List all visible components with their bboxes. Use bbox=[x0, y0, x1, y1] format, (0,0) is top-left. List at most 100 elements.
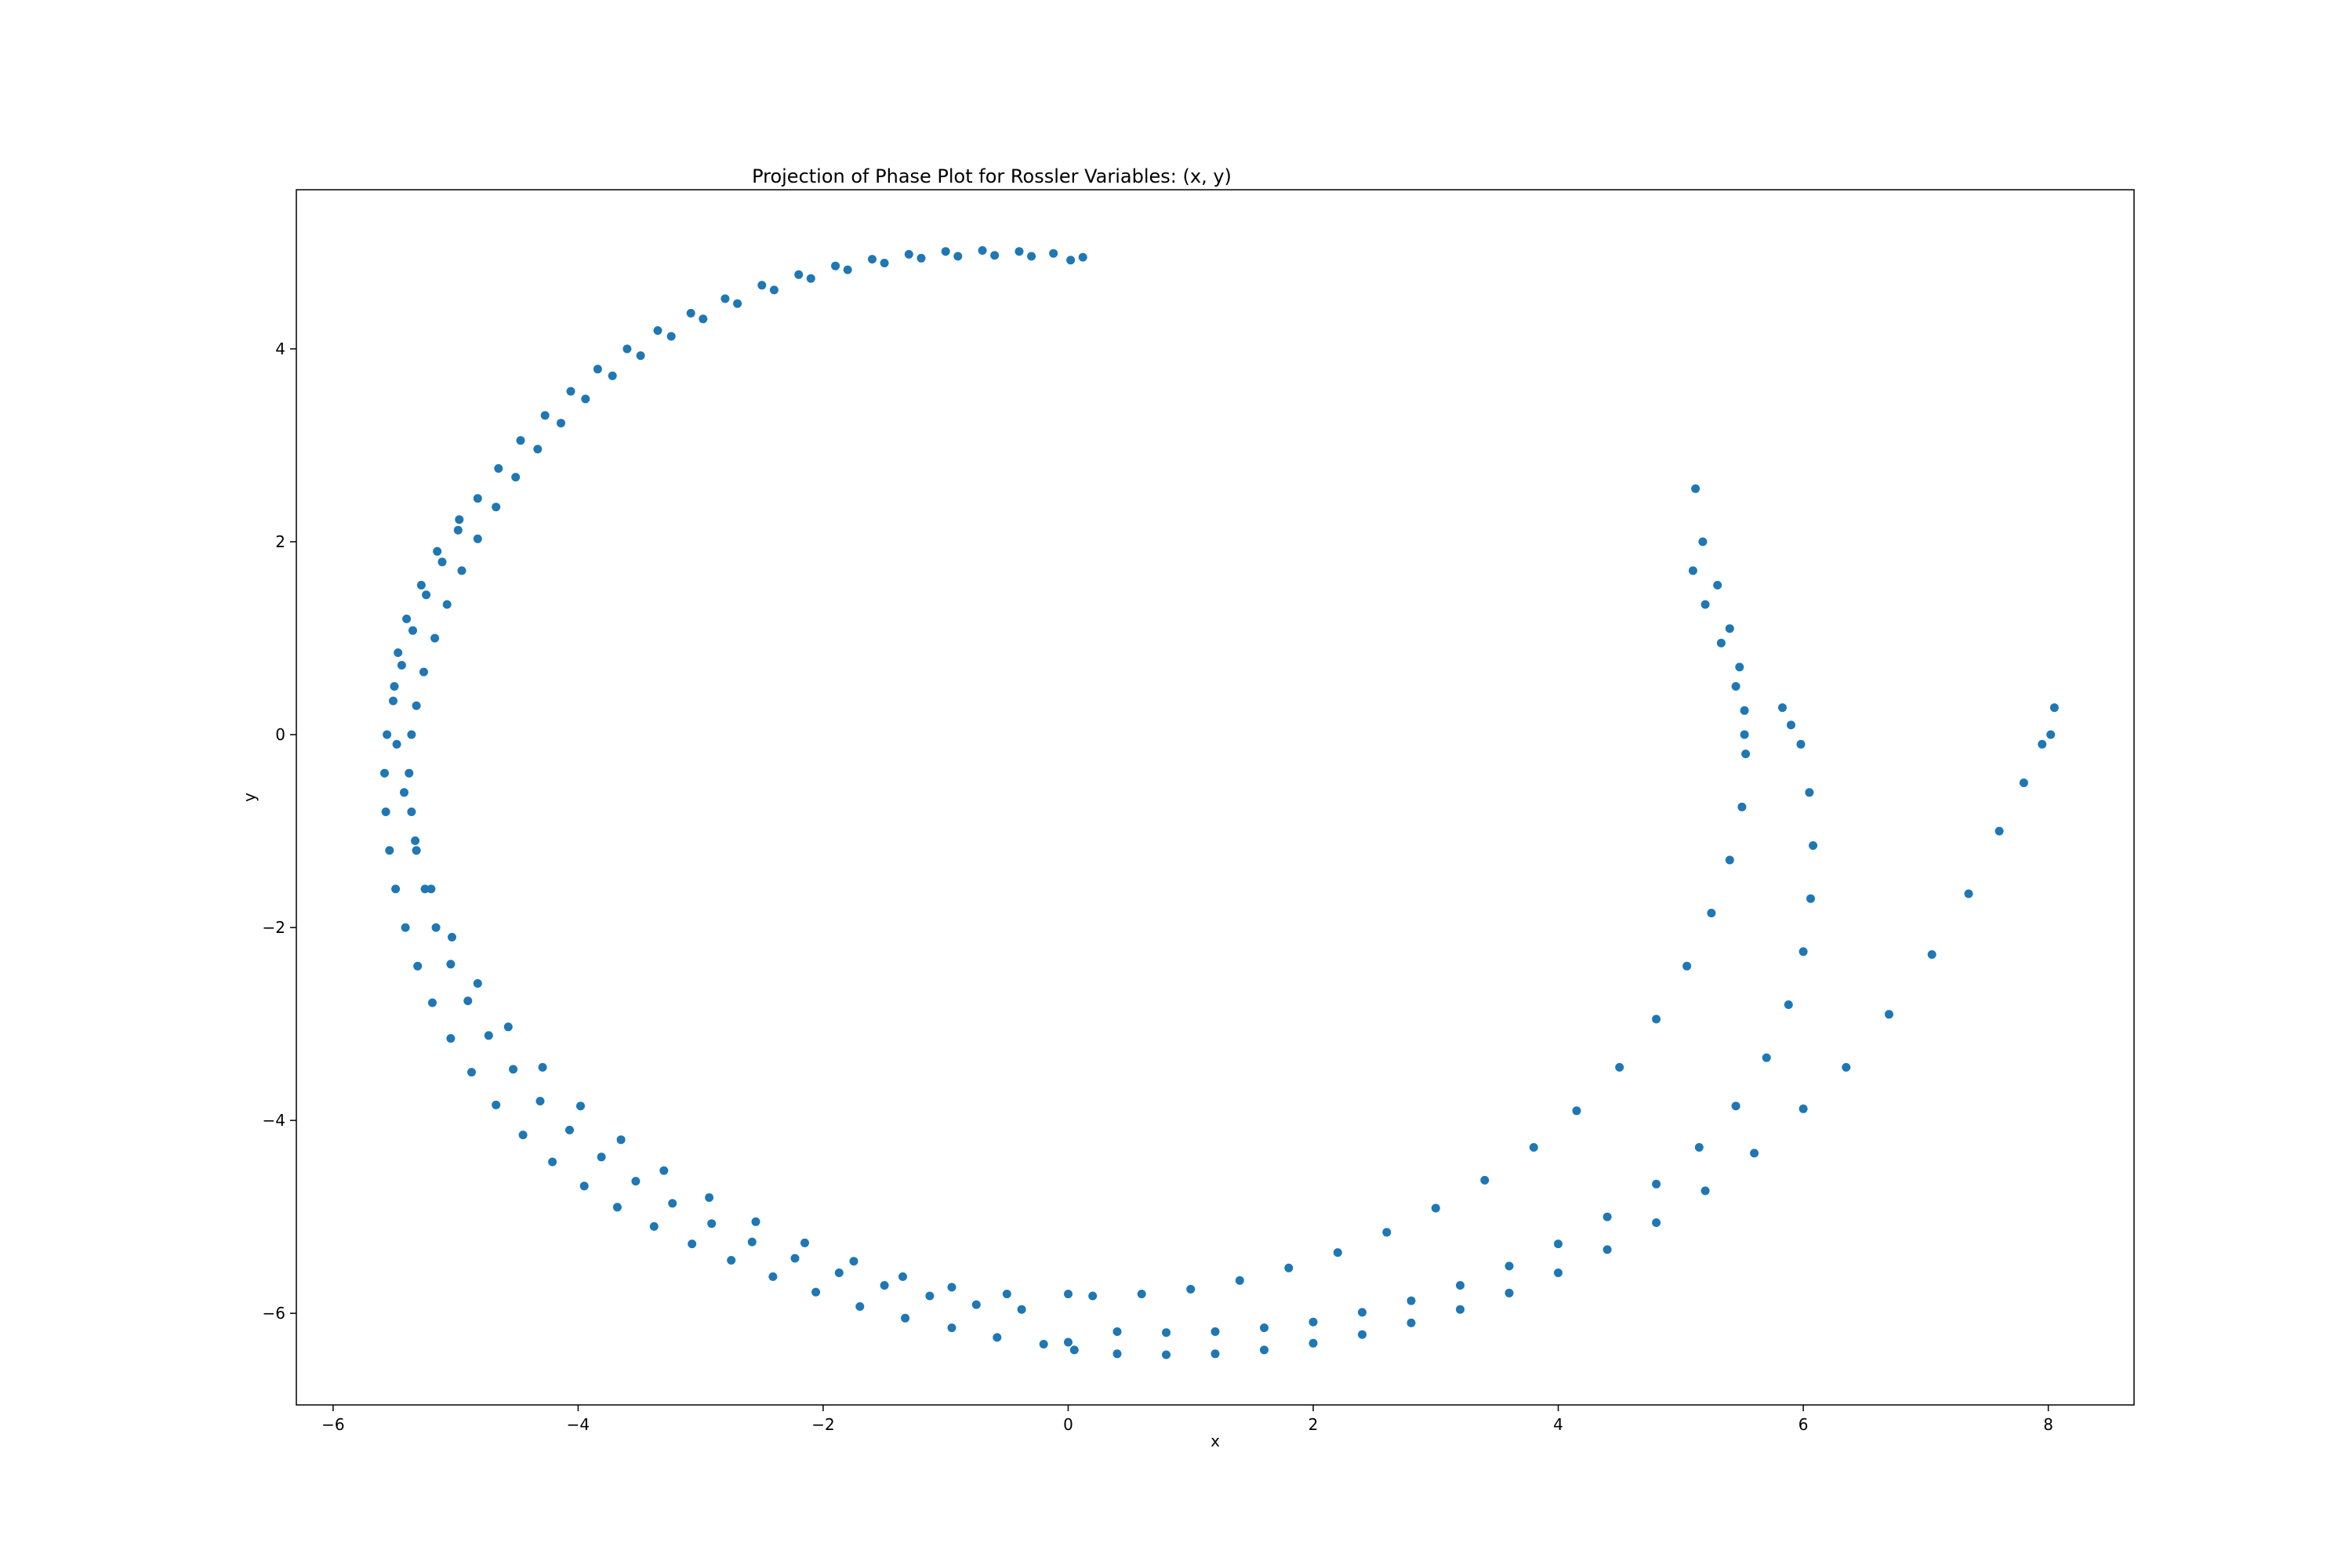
data-point bbox=[576, 1102, 585, 1111]
data-point bbox=[925, 1291, 935, 1301]
y-axis-label: y bbox=[240, 793, 259, 802]
data-point bbox=[1235, 1276, 1244, 1285]
data-point bbox=[1994, 826, 2004, 836]
data-point bbox=[593, 365, 602, 374]
data-point bbox=[492, 503, 501, 512]
data-point bbox=[581, 394, 590, 404]
data-point bbox=[389, 696, 397, 706]
data-point bbox=[794, 270, 804, 279]
y-tick-label: −4 bbox=[263, 1111, 285, 1130]
data-point bbox=[597, 1152, 606, 1162]
data-point bbox=[790, 1254, 800, 1263]
data-point bbox=[1842, 1062, 1851, 1072]
data-point bbox=[457, 566, 466, 575]
data-point bbox=[1713, 580, 1722, 590]
data-point bbox=[405, 768, 414, 778]
data-point bbox=[947, 1283, 956, 1292]
data-point bbox=[1002, 1290, 1011, 1298]
data-point bbox=[566, 387, 575, 396]
data-point bbox=[1700, 1186, 1710, 1196]
data-point bbox=[390, 682, 399, 691]
data-point bbox=[1762, 1053, 1771, 1062]
data-point bbox=[880, 1281, 889, 1290]
data-point bbox=[800, 1238, 809, 1247]
data-point bbox=[402, 614, 412, 623]
data-point bbox=[993, 1333, 1002, 1342]
data-point bbox=[535, 1097, 545, 1105]
data-point bbox=[407, 808, 416, 816]
data-point bbox=[1554, 1240, 1563, 1249]
data-point bbox=[1112, 1327, 1122, 1336]
data-point bbox=[2038, 739, 2047, 749]
data-point bbox=[453, 525, 463, 535]
data-point bbox=[720, 294, 730, 303]
data-point bbox=[705, 1193, 714, 1202]
data-point bbox=[467, 1068, 476, 1077]
data-point bbox=[1308, 1317, 1318, 1327]
x-tick-label: 8 bbox=[2043, 1415, 2053, 1434]
data-point bbox=[1210, 1349, 1220, 1359]
data-point bbox=[420, 884, 430, 894]
y-tick-label: 0 bbox=[275, 725, 285, 744]
data-point bbox=[1796, 739, 1806, 749]
data-point bbox=[843, 265, 852, 274]
data-point bbox=[473, 978, 482, 988]
data-point bbox=[484, 1031, 493, 1040]
y-axis-ticks: −6 −4 −2 0 2 4 bbox=[263, 339, 296, 1323]
data-point bbox=[1088, 1291, 1098, 1301]
y-tick-label: −2 bbox=[263, 918, 285, 937]
data-point bbox=[1358, 1330, 1367, 1339]
data-point bbox=[1382, 1228, 1392, 1237]
data-point bbox=[916, 253, 926, 263]
data-point bbox=[463, 996, 473, 1006]
data-point bbox=[1707, 909, 1716, 918]
data-point bbox=[516, 436, 525, 445]
data-point bbox=[2046, 730, 2056, 739]
data-point bbox=[473, 494, 482, 503]
data-point bbox=[446, 960, 456, 969]
data-point bbox=[855, 1302, 865, 1311]
data-point bbox=[1805, 788, 1814, 797]
data-point bbox=[503, 1022, 513, 1032]
data-point bbox=[1162, 1350, 1171, 1359]
x-tick-label: 0 bbox=[1063, 1415, 1073, 1434]
data-point bbox=[518, 1131, 528, 1140]
data-point bbox=[548, 1157, 557, 1167]
data-point bbox=[768, 1272, 778, 1281]
data-point bbox=[1066, 256, 1076, 265]
data-point bbox=[1260, 1345, 1269, 1355]
data-point bbox=[1784, 1000, 1793, 1009]
data-point bbox=[416, 580, 426, 590]
data-point bbox=[688, 1240, 697, 1249]
data-point bbox=[1691, 484, 1700, 493]
data-point bbox=[941, 247, 950, 256]
data-point bbox=[1480, 1175, 1490, 1185]
data-point bbox=[1039, 1340, 1048, 1348]
data-point bbox=[898, 1272, 907, 1281]
data-point bbox=[757, 281, 767, 290]
data-point bbox=[1529, 1143, 1538, 1152]
data-point bbox=[1064, 1338, 1073, 1347]
data-point bbox=[1698, 537, 1708, 546]
data-point bbox=[707, 1219, 717, 1229]
data-point bbox=[1682, 961, 1692, 971]
data-point bbox=[622, 344, 632, 354]
data-point bbox=[1741, 750, 1751, 759]
data-point bbox=[1725, 855, 1734, 865]
data-point bbox=[1064, 1290, 1073, 1298]
data-point bbox=[1750, 1149, 1759, 1158]
data-point bbox=[1778, 703, 1787, 713]
data-point bbox=[1456, 1305, 1465, 1314]
data-point bbox=[1615, 1062, 1624, 1072]
data-point bbox=[1725, 624, 1734, 633]
data-point bbox=[649, 1221, 659, 1231]
data-point bbox=[2049, 703, 2059, 713]
data-point bbox=[880, 259, 889, 267]
data-point bbox=[419, 667, 428, 677]
y-tick-label: 2 bbox=[275, 532, 285, 551]
x-tick-label: 6 bbox=[1798, 1415, 1809, 1434]
data-point bbox=[1112, 1349, 1122, 1359]
data-point bbox=[1078, 252, 1087, 262]
data-point bbox=[1806, 894, 1815, 903]
